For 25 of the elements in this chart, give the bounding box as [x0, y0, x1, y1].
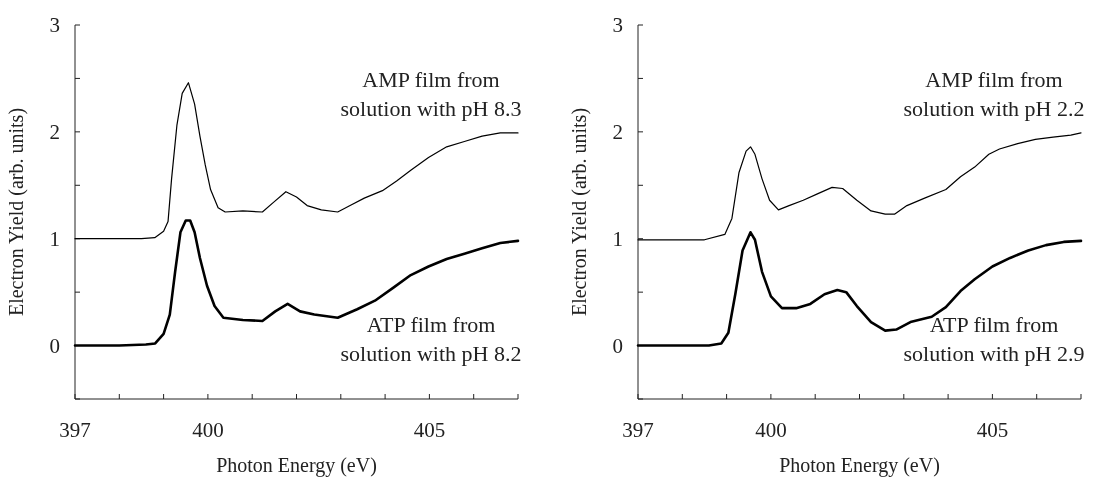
y-axis-title: Electron Yield (arb. units) [5, 107, 28, 317]
x-tick-label: 397 [622, 418, 654, 442]
y-tick-label: 1 [49, 227, 60, 252]
x-axis-title: Photon Energy (eV) [779, 454, 940, 477]
x-tick-label: 400 [755, 418, 787, 442]
line-series [637, 132, 1082, 241]
x-axis-title: Photon Energy (eV) [216, 454, 377, 477]
y-tick-label: 2 [612, 120, 623, 145]
line-series [636, 231, 1083, 347]
line-series [73, 219, 520, 347]
y-tick-label: 3 [612, 13, 623, 38]
y-tick-label: 0 [49, 333, 60, 358]
y-tick-label: 3 [49, 13, 60, 38]
y-tick-label: 1 [612, 227, 623, 252]
series-label: ATP film from solution with pH 2.9 [903, 311, 1085, 366]
y-axis-title: Electron Yield (arb. units) [568, 107, 591, 317]
y-tick-label: 2 [49, 120, 60, 145]
x-tick-label: 405 [413, 418, 446, 442]
x-tick-label: 400 [192, 418, 224, 442]
y-tick-label: 0 [612, 333, 623, 358]
series-label: AMP film from solution with pH 2.2 [903, 66, 1085, 121]
x-tick-label: 405 [976, 418, 1009, 442]
x-tick-label: 397 [59, 418, 91, 442]
series-label: AMP film from solution with pH 8.3 [340, 66, 522, 121]
series-label: ATP film from solution with pH 8.2 [340, 311, 522, 366]
